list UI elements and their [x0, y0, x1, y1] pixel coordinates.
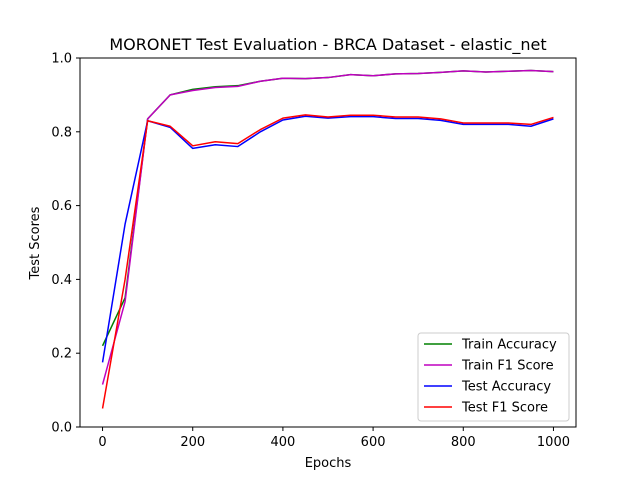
- x-tick-label: 800: [451, 435, 476, 450]
- plot-frame: [79, 57, 577, 428]
- chart-title: MORONET Test Evaluation - BRCA Dataset -…: [109, 35, 546, 55]
- legend-label-train-f1-score: Train F1 Score: [461, 359, 554, 374]
- series-lines: [101, 69, 554, 409]
- y-tick-label: 0.2: [51, 347, 72, 362]
- x-tick-label: 400: [270, 435, 295, 450]
- y-tick-label: 0.4: [51, 273, 72, 288]
- legend: Train Accuracy Train F1 Score Test Accurac…: [417, 332, 570, 422]
- y-tick-label: 0.0: [51, 421, 72, 436]
- legend-label-test-accuracy: Test Accuracy: [461, 380, 551, 395]
- axes-ticks: 0 200 400 600 800 1000 0.0 0.2 0.4 0.6 0.8 1.0: [51, 52, 570, 451]
- series-line-test-accuracy: [101, 115, 554, 363]
- x-tick-label: 0: [98, 435, 106, 450]
- series-line-test-f1-score: [101, 114, 554, 409]
- x-axis-label: Epochs: [305, 456, 352, 471]
- legend-frame: [417, 332, 570, 422]
- x-tick-label: 1000: [537, 435, 570, 450]
- x-tick-label: 200: [180, 435, 205, 450]
- y-tick-label: 0.6: [51, 199, 72, 214]
- legend-label-test-f1-score: Test F1 Score: [461, 401, 548, 416]
- y-tick-label: 1.0: [51, 52, 72, 67]
- legend-label-train-accuracy: Train Accuracy: [461, 338, 557, 353]
- y-tick-label: 0.8: [51, 125, 72, 140]
- y-axis-label: Test Scores: [28, 206, 43, 280]
- series-line-train-f1-score: [101, 69, 554, 385]
- x-tick-label: 600: [361, 435, 386, 450]
